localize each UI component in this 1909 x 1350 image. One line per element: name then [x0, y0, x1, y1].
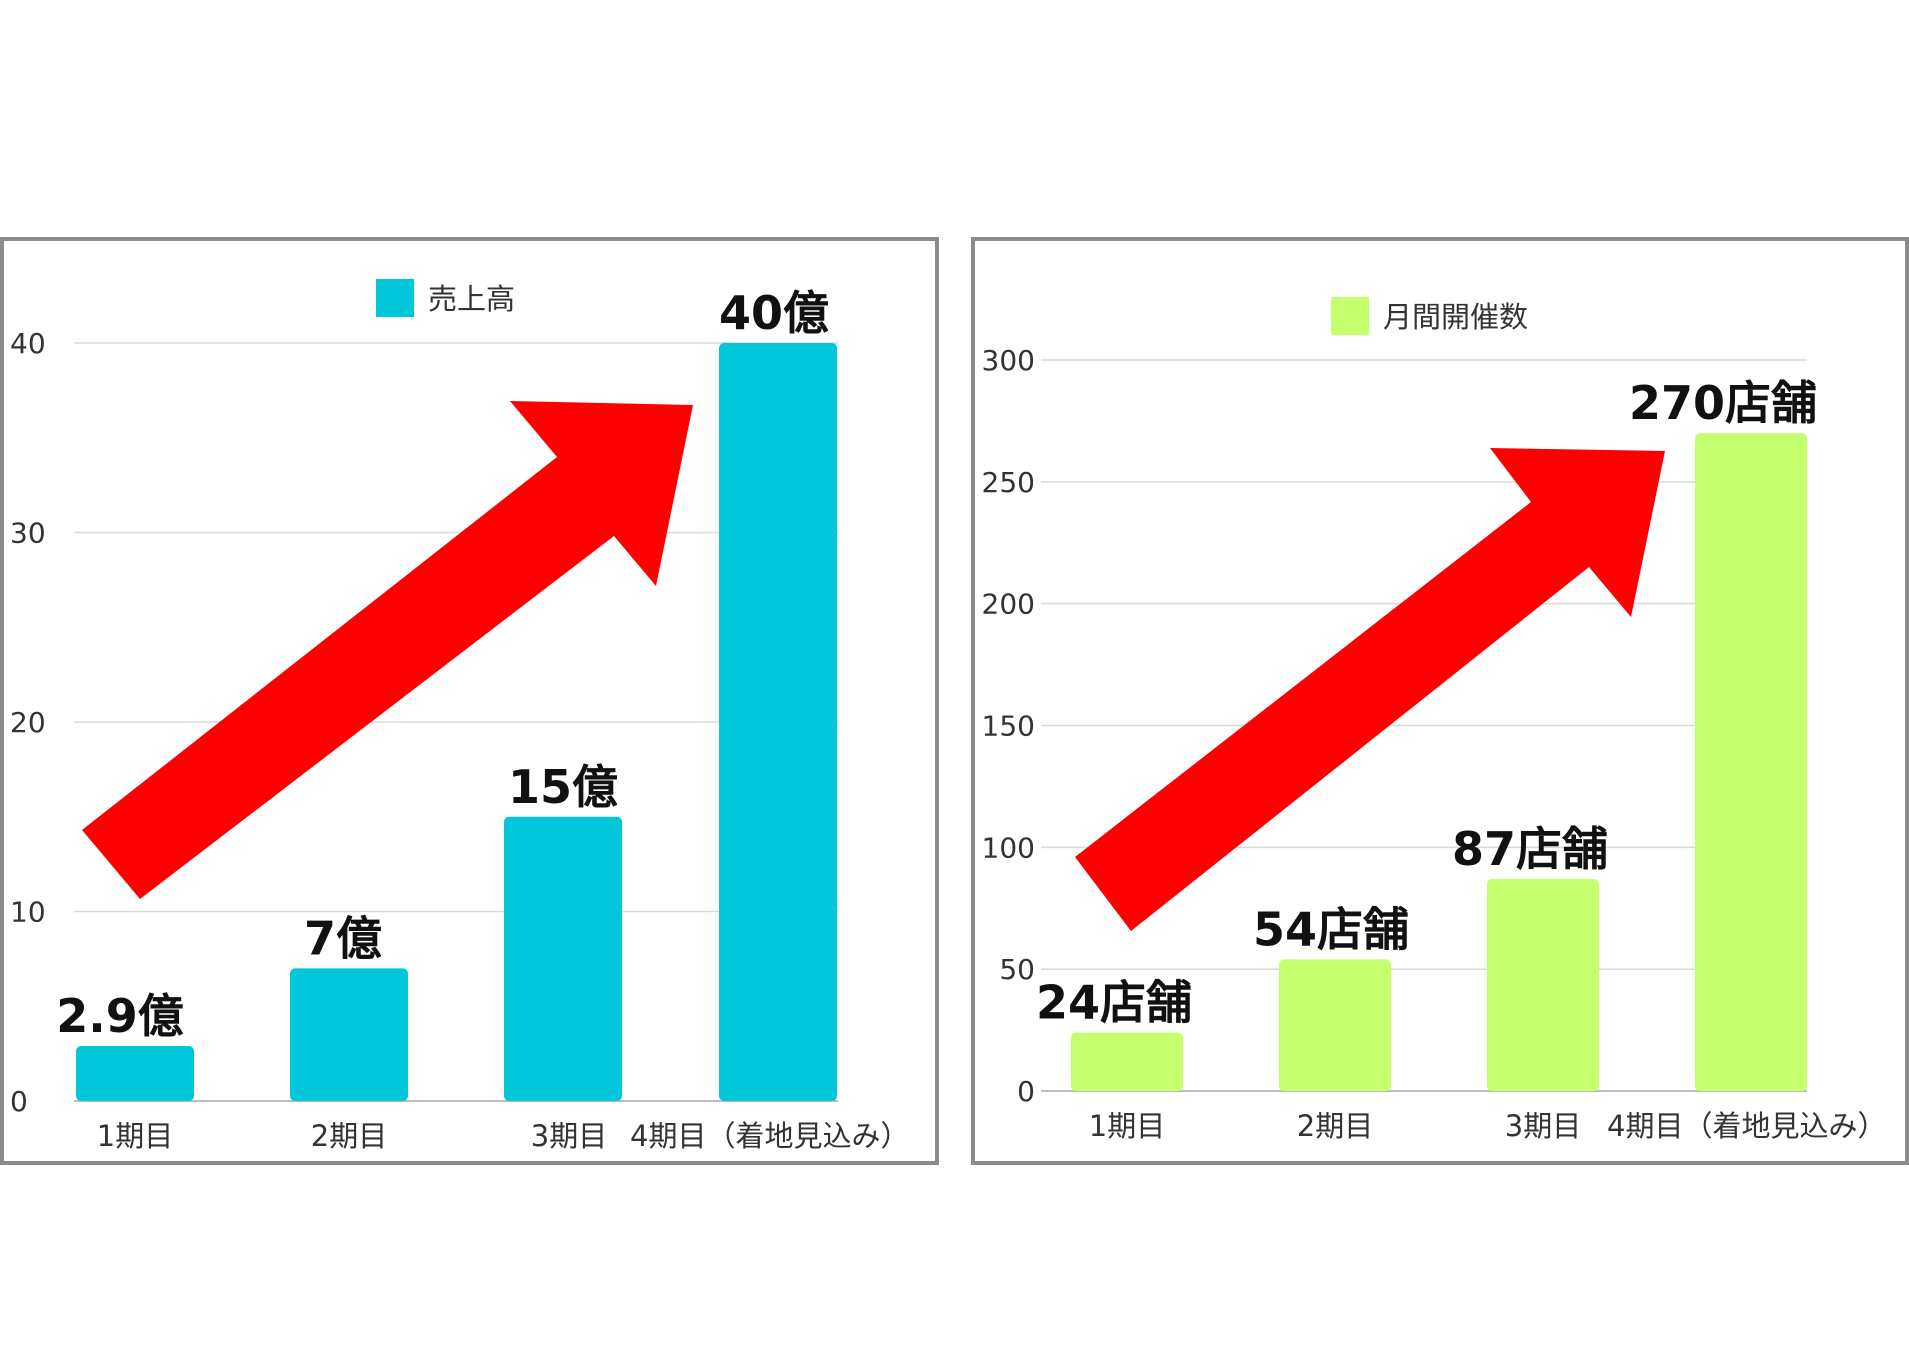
data-label: 54店舗: [1253, 902, 1409, 956]
bar: [1279, 959, 1391, 1091]
legend-label-stores: 月間開催数: [1383, 300, 1528, 334]
x-category-label: 2期目: [1297, 1109, 1373, 1143]
bar: [1071, 1032, 1183, 1091]
x-category-label: 3期目: [1505, 1109, 1581, 1143]
bar: [1487, 879, 1599, 1091]
sales-chart-panel: 0 10 20 30 40 売上高 2.9億 1期目 7億 2期目 15億 3期目 40億 4期目（着…: [0, 237, 939, 1165]
x-category-label: 1期目: [1089, 1109, 1165, 1143]
bar: [504, 816, 622, 1101]
x-category-label: 1期目: [97, 1119, 173, 1153]
y-tick-label: 250: [982, 466, 1035, 499]
data-label: 2.9億: [56, 989, 184, 1043]
y-tick-label: 0: [1017, 1075, 1035, 1108]
legend-swatch-sales: [376, 279, 414, 317]
bar: [76, 1046, 194, 1101]
stores-chart-panel: 0 50 100 150 200 250 300 月間開催数 24店舗 1期目 54店舗 2期目 8…: [971, 237, 1909, 1165]
data-label: 7億: [304, 911, 382, 965]
bar: [719, 343, 837, 1101]
growth-arrow: [82, 401, 693, 899]
bar: [290, 968, 408, 1101]
y-tick-label: 150: [982, 710, 1035, 743]
growth-arrow: [1075, 448, 1665, 931]
x-category-label: 3期目: [531, 1119, 607, 1153]
y-tick-label: 30: [10, 517, 46, 550]
bar: [1695, 433, 1807, 1092]
data-label: 24店舗: [1036, 976, 1192, 1030]
y-tick-label: 40: [10, 327, 46, 360]
y-tick-label: 100: [982, 831, 1035, 864]
data-label: 87店舗: [1452, 822, 1608, 876]
y-tick-label: 0: [10, 1085, 28, 1118]
x-category-label: 4期目（着地見込み）: [630, 1119, 909, 1153]
y-tick-label: 300: [982, 344, 1035, 377]
x-category-label: 2期目: [311, 1119, 387, 1153]
data-label: 40億: [719, 286, 829, 340]
legend-label-sales: 売上高: [428, 282, 515, 316]
stores-bar-chart: 0 50 100 150 200 250 300 月間開催数 24店舗 1期目 54店舗 2期目 8…: [982, 297, 1886, 1143]
data-label: 15億: [508, 760, 618, 814]
y-tick-label: 200: [982, 588, 1035, 621]
sales-bar-chart: 0 10 20 30 40 売上高 2.9億 1期目 7億 2期目 15億 3期目 40億 4期目（着…: [10, 279, 909, 1153]
data-label: 270店舗: [1629, 376, 1817, 430]
legend-swatch-stores: [1331, 297, 1369, 335]
y-tick-label: 10: [10, 896, 46, 929]
x-category-label: 4期目（着地見込み）: [1607, 1109, 1886, 1143]
y-tick-label: 20: [10, 706, 46, 739]
y-tick-label: 50: [999, 953, 1035, 986]
